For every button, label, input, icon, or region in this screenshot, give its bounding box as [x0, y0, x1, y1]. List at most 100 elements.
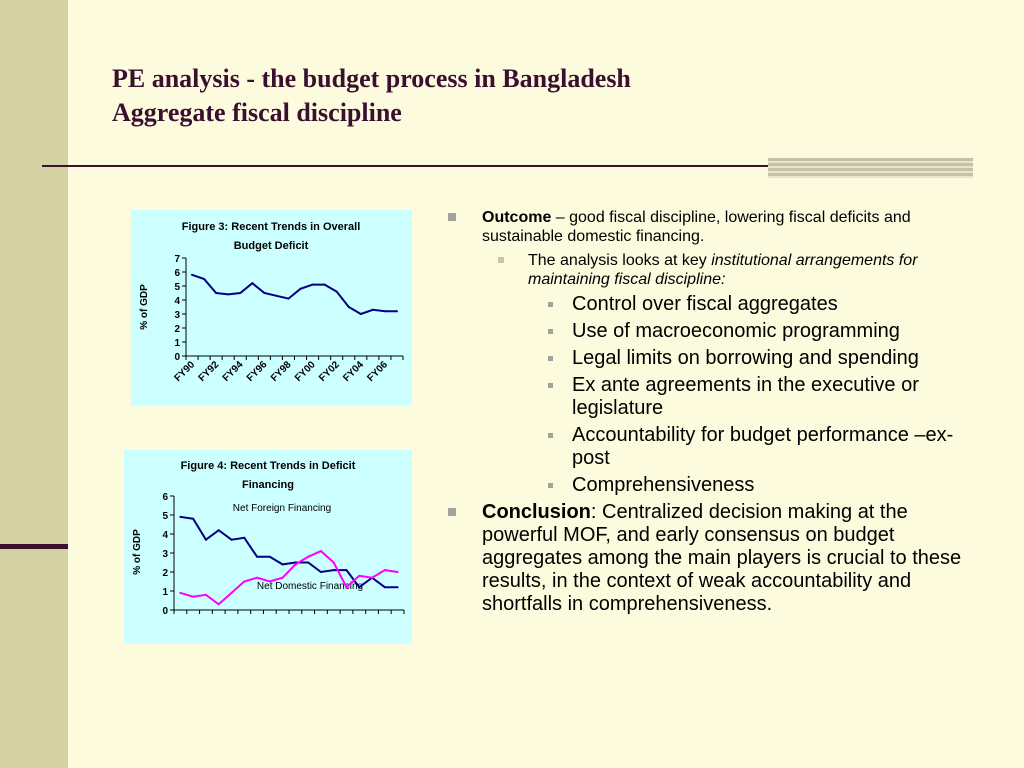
- fig4-data-point: [307, 561, 310, 564]
- fig3-x-tick-label: FY06: [365, 359, 390, 384]
- fig3-data-point: [239, 292, 242, 294]
- fig3-y-tick-label: 2: [174, 324, 180, 335]
- fig3-y-tick-label: 1: [174, 338, 180, 349]
- figure-3-title-line-2: Budget Deficit: [234, 240, 309, 252]
- outcome-keyword: Outcome: [482, 209, 552, 226]
- analysis-italic: institutional arrangements for maintaini…: [528, 252, 918, 288]
- figure-4-chart: Figure 4: Recent Trends in Deficit Finan…: [124, 450, 412, 644]
- bullet-conclusion: Conclusion: Centralized decision making …: [444, 501, 974, 616]
- fig3-series-line-0: [191, 273, 397, 316]
- fig4-data-point: [281, 576, 284, 579]
- fig4-y-tick-label: 4: [162, 530, 168, 541]
- fig3-data-point: [215, 292, 218, 294]
- fig4-data-point: [345, 569, 348, 572]
- fig4-data-point: [230, 538, 233, 541]
- bullet-square-icon: [448, 508, 456, 516]
- side-accent-line: [0, 544, 68, 549]
- figure-3-chart: Figure 3: Recent Trends in Overall Budge…: [131, 210, 412, 405]
- bullet-list: Outcome – good fiscal discipline, loweri…: [444, 208, 974, 621]
- fig4-y-tick-label: 3: [162, 549, 168, 560]
- fig3-x-tick-label: FY96: [245, 359, 270, 384]
- fig4-data-point: [319, 571, 322, 573]
- figure-4-title-line-2: Financing: [242, 479, 294, 491]
- fig4-data-point: [294, 563, 297, 566]
- fig3-data-point: [263, 292, 266, 294]
- fig4-data-point: [204, 538, 207, 541]
- list-item: Comprehensiveness: [444, 474, 974, 497]
- conclusion-keyword: Conclusion: [482, 501, 591, 523]
- bullet-square-icon: [548, 329, 553, 334]
- figure-4-plot-area: 0 1 2 3 4 5 6: [162, 492, 405, 617]
- side-decoration-bar: [0, 0, 68, 768]
- list-item-text: Ex ante agreements in the executive or l…: [572, 374, 919, 419]
- fig3-x-tick-label: FY02: [317, 359, 342, 384]
- list-item-text: Accountability for budget performance –e…: [572, 424, 954, 469]
- fig4-data-point: [243, 536, 246, 539]
- bullet-square-icon: [548, 383, 553, 388]
- fig4-data-point: [217, 529, 220, 532]
- fig3-data-point: [311, 283, 314, 286]
- fig3-y-tick-label: 3: [174, 310, 180, 321]
- series-label-net-domestic-financing: Net Domestic Financing: [257, 581, 363, 592]
- fig3-data-point: [335, 290, 338, 293]
- fig4-y-tick-label: 5: [162, 511, 168, 522]
- list-item: Use of macroeconomic programming: [444, 320, 974, 343]
- fig4-data-point: [383, 569, 386, 572]
- fig3-data-point: [383, 310, 386, 313]
- list-item-text: Control over fiscal aggregates: [572, 293, 838, 315]
- fig3-y-tick-label: 5: [174, 282, 180, 293]
- fig3-data-point: [203, 278, 206, 280]
- list-item: Accountability for budget performance –e…: [444, 424, 974, 470]
- fig3-data-point: [191, 273, 194, 276]
- slide-title: PE analysis - the budget process in Bang…: [112, 62, 631, 130]
- bullet-square-icon: [548, 433, 553, 438]
- bullet-square-icon: [548, 483, 553, 488]
- title-line-1: PE analysis - the budget process in Bang…: [112, 64, 631, 93]
- fig3-data-point: [371, 308, 374, 311]
- outcome-text: – good fiscal discipline, lowering fisca…: [482, 209, 911, 245]
- fig4-y-tick-label: 6: [162, 492, 168, 503]
- figure-3-title-line-1: Figure 3: Recent Trends in Overall: [182, 221, 361, 233]
- list-item-text: Comprehensiveness: [572, 474, 755, 496]
- fig4-data-point: [243, 580, 246, 583]
- analysis-text: The analysis looks at key: [528, 252, 712, 269]
- fig4-data-point: [256, 576, 259, 579]
- fig4-y-tick-label: 0: [162, 606, 168, 617]
- fig4-data-point: [371, 576, 374, 579]
- title-line-2: Aggregate fiscal discipline: [112, 98, 402, 127]
- list-item-text: Legal limits on borrowing and spending: [572, 347, 919, 369]
- list-item: Control over fiscal aggregates: [444, 293, 974, 316]
- fig4-data-point: [319, 550, 322, 553]
- fig4-data-point: [307, 555, 310, 558]
- fig4-data-point: [217, 603, 220, 606]
- fig3-x-tick-label: FY00: [293, 359, 318, 384]
- bullet-outcome: Outcome – good fiscal discipline, loweri…: [444, 208, 974, 246]
- figure-4-title-line-1: Figure 4: Recent Trends in Deficit: [181, 460, 356, 472]
- fig3-data-point: [299, 287, 302, 290]
- fig4-data-point: [192, 595, 195, 598]
- fig3-data-point: [287, 297, 290, 300]
- conclusion-text: : Centralized decision making at the pow…: [482, 501, 962, 615]
- bullet-square-icon: [548, 356, 553, 361]
- fig3-y-tick-label: 4: [174, 296, 180, 307]
- list-item-text: Use of macroeconomic programming: [572, 320, 900, 342]
- fig4-data-point: [192, 517, 195, 520]
- fig4-data-point: [281, 563, 284, 566]
- fig4-data-point: [396, 571, 399, 573]
- bullet-square-icon: [548, 302, 553, 307]
- fig4-data-point: [204, 593, 207, 596]
- fig4-data-point: [179, 515, 182, 518]
- bullet-analysis: The analysis looks at key institutional …: [444, 251, 974, 289]
- list-item: Ex ante agreements in the executive or l…: [444, 374, 974, 420]
- fig4-data-point: [358, 586, 361, 589]
- divider-decoration: [768, 158, 973, 178]
- fig3-x-tick-label: FY98: [269, 359, 294, 384]
- fig4-data-point: [396, 586, 399, 589]
- fig4-data-point: [230, 591, 233, 594]
- fig3-data-point: [227, 293, 230, 296]
- fig3-x-tick-label: FY92: [197, 359, 222, 384]
- list-item: Legal limits on borrowing and spending: [444, 347, 974, 370]
- bullet-square-icon: [448, 213, 456, 221]
- fig4-data-point: [358, 574, 361, 577]
